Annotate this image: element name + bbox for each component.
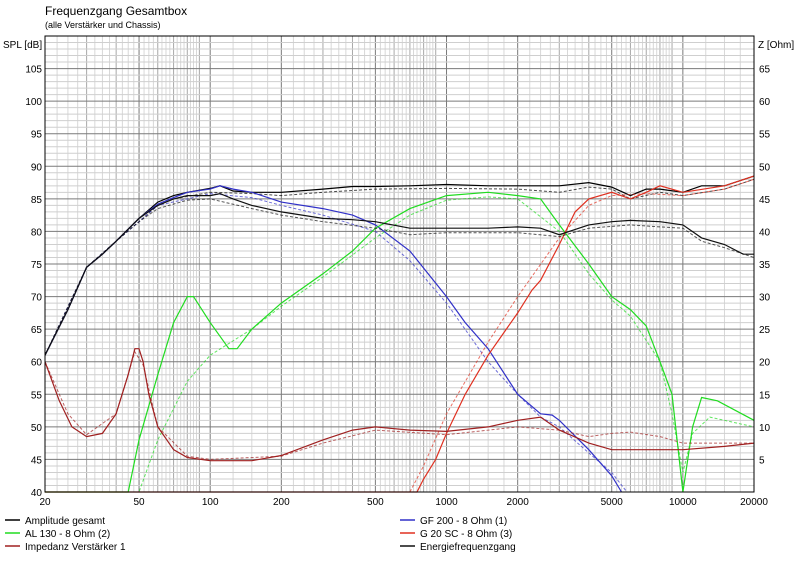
chart-subtitle: (alle Verstärker und Chassis)	[45, 20, 161, 30]
y-tick-label: 70	[31, 293, 43, 304]
x-tick-label: 20000	[740, 497, 768, 508]
legend-label: G 20 SC - 8 Ohm (3)	[420, 529, 512, 540]
y-tick-label: 60	[31, 358, 43, 369]
y-tick-label: 95	[31, 130, 43, 141]
x-tick-label: 5000	[601, 497, 624, 508]
grid	[44, 35, 755, 493]
legend-label: Energiefrequenzgang	[420, 542, 516, 553]
x-tick-label: 100	[202, 497, 219, 508]
y2-tick-label: 65	[759, 65, 771, 76]
x-tick-label: 50	[133, 497, 145, 508]
y2-tick-label: 60	[759, 97, 771, 108]
legend-label: GF 200 - 8 Ohm (1)	[420, 516, 507, 527]
series-lines	[44, 175, 755, 493]
legend: Amplitude gesamt GF 200 - 8 Ohm (1) AL 130…	[5, 516, 516, 553]
y-tick-label: 45	[31, 455, 43, 466]
x-tick-label: 200	[273, 497, 290, 508]
plot-frame	[44, 35, 755, 493]
y2-axis-label: Z [Ohm]	[758, 40, 794, 51]
chart-title: Frequenzgang Gesamtbox	[45, 4, 187, 18]
y2-tick-label: 30	[759, 293, 771, 304]
series-line-5	[44, 348, 755, 462]
x-tick-label: 2000	[507, 497, 530, 508]
x-tick-label: 1000	[435, 497, 458, 508]
x-tick-label: 10000	[669, 497, 697, 508]
x-tick-label: 20	[39, 497, 51, 508]
y2-tick-label: 45	[759, 195, 771, 206]
y-tick-label: 75	[31, 260, 43, 271]
series-reference-line-3	[45, 196, 755, 493]
legend-label: Amplitude gesamt	[25, 516, 105, 527]
series-reference-line-4	[45, 178, 755, 493]
y2-tick-label: 10	[759, 423, 771, 434]
y-tick-label: 90	[31, 162, 43, 173]
series-line-6	[44, 192, 754, 356]
y2-tick-label: 55	[759, 130, 771, 141]
y-tick-label: 85	[31, 195, 43, 206]
legend-label: AL 130 - 8 Ohm (2)	[25, 529, 110, 540]
y2-tick-label: 20	[759, 358, 771, 369]
legend-label: Impedanz Verstärker 1	[25, 542, 126, 553]
y-tick-label: 65	[31, 325, 43, 336]
y-tick-label: 100	[25, 97, 42, 108]
y-tick-label: 40	[31, 488, 43, 499]
y-tick-label: 80	[31, 227, 43, 238]
y2-tick-label: 40	[759, 227, 771, 238]
y-tick-label: 55	[31, 390, 43, 401]
series-line-3	[45, 191, 755, 493]
x-tick-label: 500	[367, 497, 384, 508]
y2-tick-label: 50	[759, 162, 771, 173]
y-axis-label: SPL [dB]	[3, 40, 42, 51]
y2-tick-label: 15	[759, 390, 771, 401]
y-tick-label: 50	[31, 423, 43, 434]
y2-tick-label: 5	[759, 455, 765, 466]
y-tick-label: 105	[25, 65, 42, 76]
series-line-4	[45, 175, 755, 493]
tick-labels: 20 50 100 200 500 1000 2000 5000 10000 20000 40 45 5…	[25, 65, 770, 508]
y2-tick-label: 25	[759, 325, 771, 336]
y2-tick-label: 35	[759, 260, 771, 271]
